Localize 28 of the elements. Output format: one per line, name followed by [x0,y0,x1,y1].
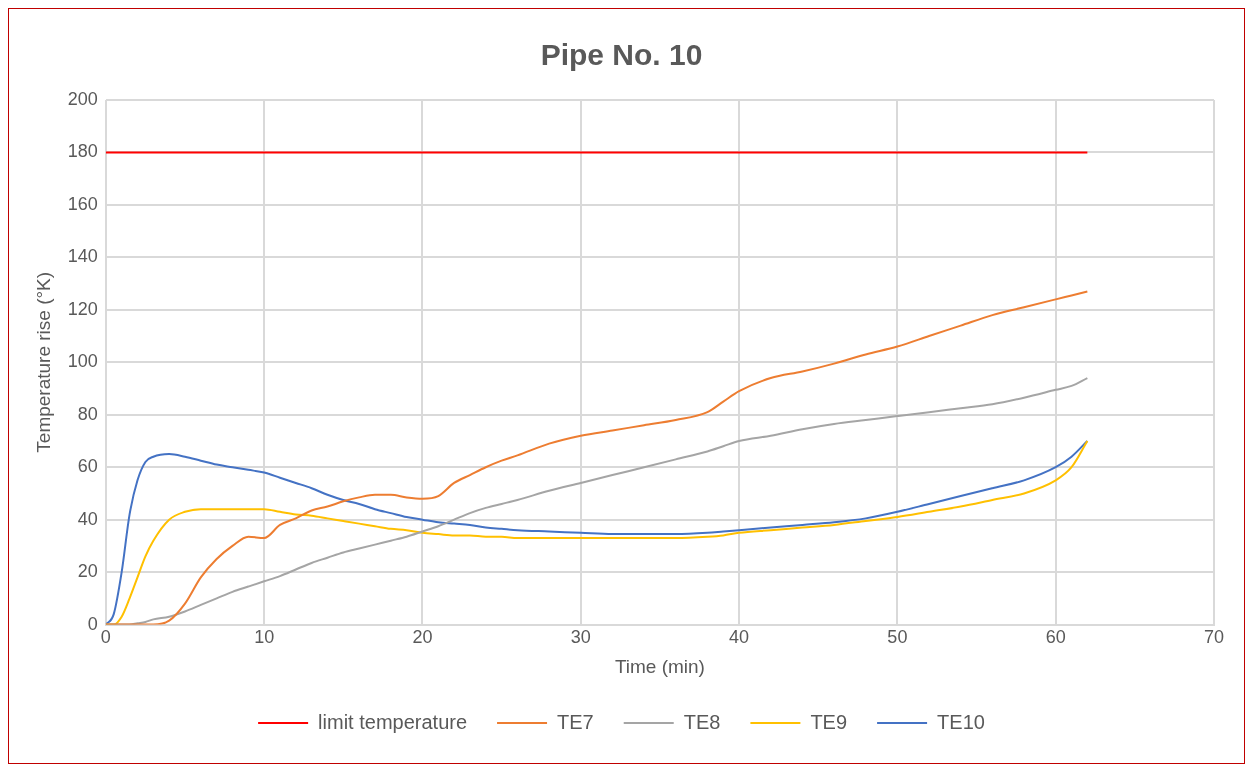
x-tick-label: 50 [887,627,908,648]
y-tick-label: 0 [87,613,98,634]
y-tick-label: 20 [77,561,98,582]
y-tick-label: 120 [67,298,98,319]
line-series [105,439,1089,625]
x-tick-label: 60 [1045,627,1066,648]
y-tick-label: 100 [67,351,98,372]
legend-label: TE9 [810,710,848,733]
x-tick-label: 20 [412,627,433,648]
legend-label: TE10 [937,710,985,733]
y-tick-label: 200 [67,88,98,109]
y-tick-label: 80 [77,403,98,424]
legend-label: TE7 [557,710,594,733]
legend-label: limit temperature [318,710,468,733]
chart-title: Pipe No. 10 [540,38,703,72]
legend-label: TE8 [683,710,721,733]
x-tick-label: 30 [570,627,591,648]
y-axis-title: Temperature rise (°K) [32,271,54,453]
x-tick-label: 70 [1203,627,1225,648]
y-tick-label: 160 [67,193,98,214]
x-axis-title: Time (min) [614,655,705,677]
x-tick-label: 0 [100,627,111,648]
x-tick-label: 10 [254,627,275,648]
y-tick-label: 180 [67,141,98,162]
x-tick-label: 40 [729,627,750,648]
y-tick-label: 40 [77,508,98,529]
y-tick-label: 140 [67,246,98,267]
y-tick-label: 60 [77,456,98,477]
